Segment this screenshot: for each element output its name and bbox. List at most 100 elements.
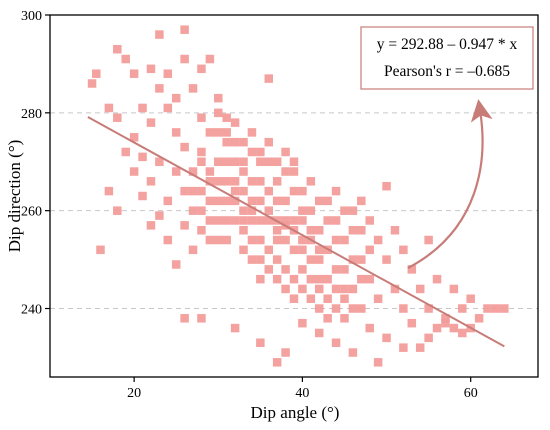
scatter-point (171, 167, 181, 176)
scatter-point (432, 323, 442, 333)
scatter-point (272, 177, 282, 186)
scatter-point (256, 196, 265, 206)
scatter-point (357, 304, 366, 313)
plot-frame (49, 14, 539, 378)
scatter-point (289, 274, 299, 284)
scatter-point (230, 196, 240, 206)
scatter-point (365, 274, 374, 284)
scatter-point (205, 216, 215, 225)
scatter-point (230, 323, 240, 333)
scatter-point (155, 30, 164, 39)
scatter-point (188, 245, 198, 255)
scatter-point (314, 328, 324, 338)
scatter-point (348, 206, 358, 215)
scatter-point (365, 245, 374, 255)
scatter-point (272, 157, 282, 167)
scatter-point (281, 284, 290, 294)
scatter-point (314, 255, 324, 264)
scatter-point (424, 304, 433, 313)
scatter-point (222, 128, 231, 137)
scatter-point (390, 284, 400, 294)
scatter-point (483, 304, 492, 313)
scatter-point (298, 186, 307, 196)
scatter-point (348, 255, 358, 264)
scatter-point (298, 206, 307, 215)
y-tick-label: 280 (21, 107, 42, 122)
scatter-point (331, 265, 341, 274)
scatter-point (281, 147, 290, 157)
scatter-point (230, 118, 240, 127)
scatter-point (205, 177, 215, 186)
y-tick-label: 240 (21, 303, 42, 318)
axis-ticks: 20 40 60 240 260 280 300 (21, 9, 478, 401)
scatter-point (331, 216, 341, 225)
scatter-point (247, 255, 257, 264)
scatter-point (314, 245, 324, 255)
pearson-coefficient: Pearson's r = –0.685 (384, 63, 510, 80)
scatter-point (407, 318, 417, 328)
scatter-point (129, 69, 139, 78)
scatter-point (222, 196, 231, 206)
scatter-point (222, 235, 231, 245)
scatter-point (188, 186, 198, 196)
scatter-point (441, 314, 450, 323)
scatter-point (197, 147, 206, 157)
scatter-point (323, 314, 332, 323)
scatter-point (214, 177, 223, 186)
scatter-point (230, 157, 240, 167)
scatter-point (281, 196, 290, 206)
scatter-point (289, 294, 299, 303)
scatter-point (113, 44, 122, 54)
scatter-point (104, 103, 114, 113)
scatter-point (432, 274, 442, 284)
scatter-point (441, 318, 450, 328)
scatter-point (239, 206, 248, 215)
scatter-point (188, 206, 198, 215)
scatter-point (424, 333, 433, 343)
scatter-point (314, 196, 324, 206)
scatter-point (239, 157, 248, 167)
scatter-point (340, 235, 349, 245)
scatter-point (121, 147, 130, 157)
scatter-point (306, 177, 316, 186)
scatter-point (205, 196, 215, 206)
scatter-point (357, 225, 366, 235)
scatter-point (272, 225, 282, 235)
scatter-point (264, 216, 274, 225)
scatter-point (348, 304, 358, 313)
scatter-point (289, 157, 299, 167)
scatter-point (306, 206, 316, 215)
scatter-point (331, 304, 341, 313)
scatter-point (357, 196, 366, 206)
scatter-point (449, 323, 459, 333)
scatter-point (365, 323, 374, 333)
scatter-point (155, 157, 164, 167)
scatter-point (289, 167, 299, 176)
scatter-point (163, 103, 173, 113)
scatter-point (247, 128, 257, 137)
scatter-point (230, 177, 240, 186)
scatter-point (323, 216, 332, 225)
scatter-point (373, 294, 383, 303)
scatter-point (340, 294, 349, 303)
scatter-point (449, 284, 459, 294)
scatter-point (458, 304, 467, 313)
scatter-point (222, 157, 231, 167)
scatter-point (415, 343, 425, 352)
scatter-point (357, 274, 366, 284)
scatter-point (272, 274, 282, 284)
scatter-point (415, 284, 425, 294)
scatter-point (197, 225, 206, 235)
scatter-point (424, 235, 433, 245)
scatter-point (306, 294, 316, 303)
scatter-point (222, 216, 231, 225)
scatter-point (298, 265, 307, 274)
scatter-point (264, 186, 274, 196)
scatter-point (239, 167, 248, 176)
scatter-point (365, 216, 374, 225)
scatter-point (348, 348, 358, 357)
scatter-point (205, 235, 215, 245)
scatter-point (197, 157, 206, 167)
scatter-point (256, 274, 265, 284)
scatter-point (239, 225, 248, 235)
